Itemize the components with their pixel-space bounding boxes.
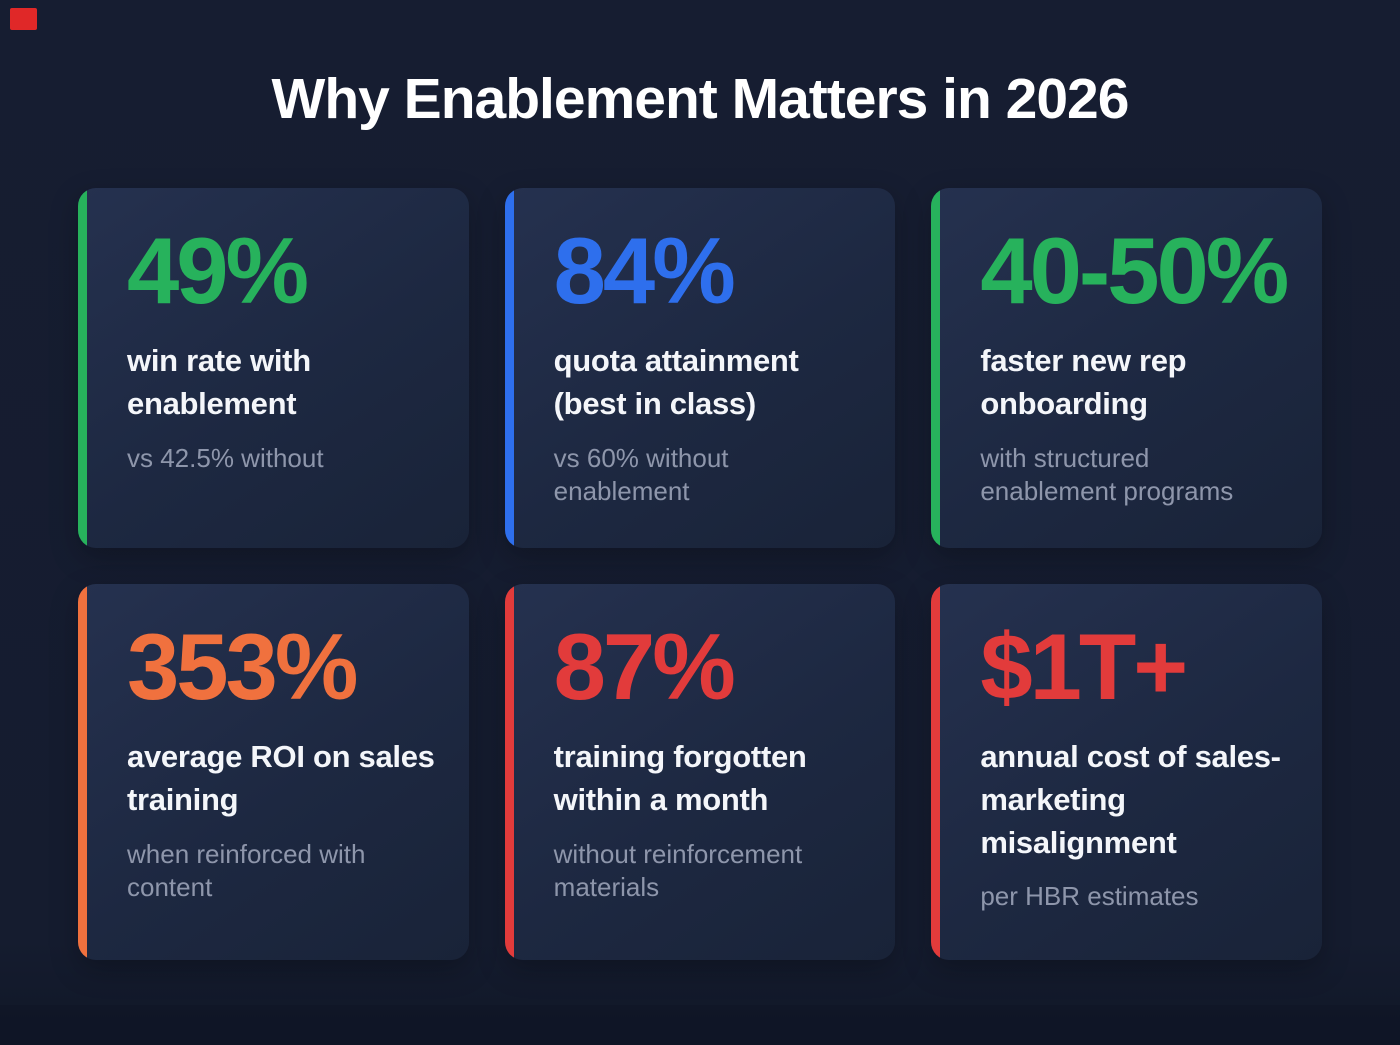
stat-caption: vs 60% without enablement: [553, 442, 729, 507]
stat-heading: win rate with enablement: [127, 343, 311, 421]
bottom-band: [0, 1005, 1400, 1045]
stat-heading: annual cost of sales-marketing misalignm…: [980, 739, 1281, 860]
stat-card-roi: 353% average ROI on sales training when …: [78, 584, 469, 960]
stat-caption: vs 42.5% without: [127, 442, 324, 473]
accent-bar: [78, 584, 87, 960]
stat-card-win-rate: 49% win rate with enablement vs 42.5% wi…: [78, 188, 469, 548]
stat-value: 353%: [127, 614, 358, 719]
stat-heading: training forgotten within a month: [553, 739, 807, 817]
stats-grid: 49% win rate with enablement vs 42.5% wi…: [78, 188, 1322, 960]
stat-caption: per HBR estimates: [980, 881, 1199, 912]
accent-bar: [931, 188, 941, 548]
stat-heading: average ROI on sales training: [127, 739, 435, 817]
stat-heading: quota attainment (best in class): [553, 343, 799, 421]
accent-bar: [78, 188, 87, 548]
stat-value: $1T+: [980, 614, 1188, 719]
accent-bar: [931, 584, 941, 960]
corner-red-mark: [10, 8, 37, 30]
stat-caption: with structured enablement programs: [980, 442, 1234, 507]
stat-value: 84%: [553, 218, 736, 323]
stat-heading: faster new rep onboarding: [980, 343, 1187, 421]
stat-card-misalignment-cost: $1T+ annual cost of sales-marketing misa…: [931, 584, 1322, 960]
accent-bar: [504, 188, 514, 548]
stat-caption: without reinforcement materials: [553, 838, 803, 903]
stat-value: 87%: [553, 614, 736, 719]
stat-card-training-forgotten: 87% training forgotten within a month wi…: [504, 584, 896, 960]
accent-bar: [504, 584, 514, 960]
stat-value: 49%: [127, 218, 309, 323]
stat-card-quota-attainment: 84% quota attainment (best in class) vs …: [504, 188, 896, 548]
stat-caption: when reinforced with content: [127, 838, 366, 903]
stat-card-onboarding: 40-50% faster new rep onboarding with st…: [931, 188, 1322, 548]
page-title: Why Enablement Matters in 2026: [271, 67, 1130, 131]
stat-value: 40-50%: [980, 218, 1289, 323]
